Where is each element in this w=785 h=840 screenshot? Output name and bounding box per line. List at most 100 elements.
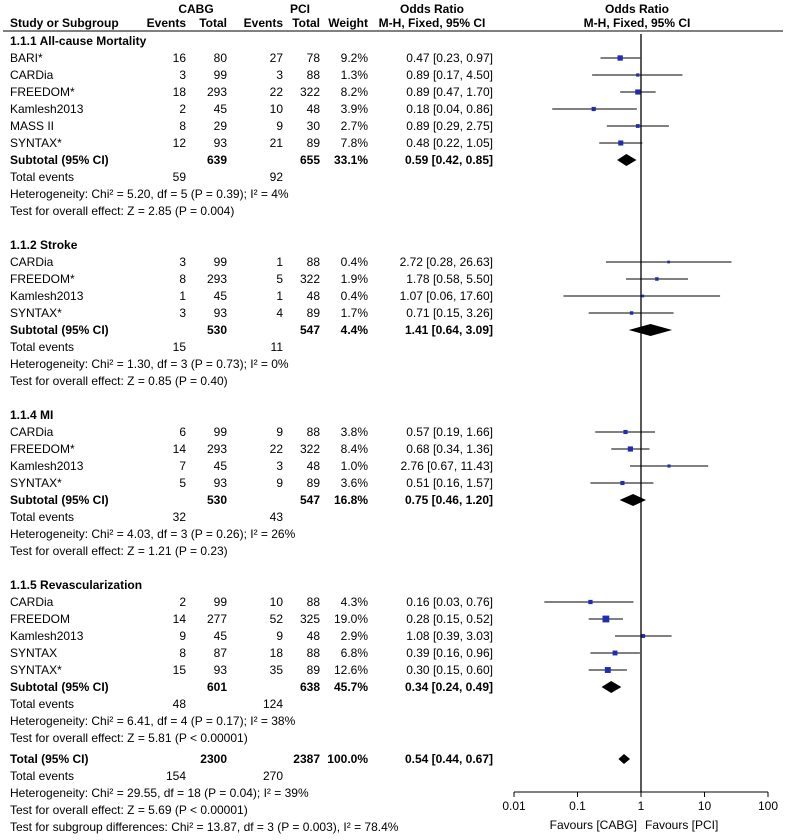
study-name: BARI* xyxy=(10,51,43,65)
study-name: SYNTAX* xyxy=(10,136,62,150)
weight-value: 0.4% xyxy=(341,289,369,303)
weight-value: 1.0% xyxy=(341,459,369,473)
subtotal-label: Subtotal (95% CI) xyxy=(10,323,109,337)
overall-label: Total (95% CI) xyxy=(10,752,88,766)
events-cabg: 2 xyxy=(179,595,186,609)
subgroup-title: 1.1.2 Stroke xyxy=(10,238,78,252)
study-name: SYNTAX* xyxy=(10,476,62,490)
weight-value: 3.9% xyxy=(341,102,369,116)
subtotal-ci: 0.34 [0.24, 0.49] xyxy=(405,680,493,694)
weight-value: 19.0% xyxy=(334,612,368,626)
header-group-cabg: CABG xyxy=(178,2,213,16)
total-events-label: Total events xyxy=(10,697,74,711)
study-marker xyxy=(655,277,659,281)
total-events-pci: 43 xyxy=(270,510,284,524)
subtotal-ci: 0.75 [0.46, 1.20] xyxy=(405,493,493,507)
odds-ratio-ci: 0.48 [0.22, 1.05] xyxy=(406,136,493,150)
total-cabg: 293 xyxy=(207,272,227,286)
header-method-plot: M-H, Fixed, 95% CI xyxy=(584,16,691,30)
events-cabg: 5 xyxy=(179,476,186,490)
study-name: MASS II xyxy=(10,119,54,133)
odds-ratio-ci: 0.30 [0.15, 0.60] xyxy=(406,663,493,677)
events-cabg: 18 xyxy=(173,85,187,99)
weight-value: 1.7% xyxy=(341,306,369,320)
study-marker xyxy=(588,599,593,605)
events-pci: 18 xyxy=(270,646,284,660)
total-pci: 30 xyxy=(307,119,321,133)
events-pci: 3 xyxy=(276,68,283,82)
events-cabg: 1 xyxy=(179,289,186,303)
header-events-pci: Events xyxy=(244,16,284,30)
summary-diamond xyxy=(601,681,622,693)
total-pci: 88 xyxy=(307,595,321,609)
subtotal-total-pci: 547 xyxy=(300,493,320,507)
events-cabg: 8 xyxy=(179,119,186,133)
total-pci: 48 xyxy=(307,459,321,473)
total-pci: 89 xyxy=(307,476,321,490)
summary-diamond xyxy=(617,154,637,166)
total-pci: 89 xyxy=(307,306,321,320)
total-cabg: 45 xyxy=(214,459,228,473)
study-marker xyxy=(623,429,628,435)
subtotal-ci: 1.41 [0.64, 3.09] xyxy=(405,323,493,337)
total-pci: 88 xyxy=(307,425,321,439)
study-name: FREEDOM xyxy=(10,612,70,626)
total-events-cabg: 15 xyxy=(173,340,187,354)
odds-ratio-ci: 0.28 [0.15, 0.52] xyxy=(406,612,493,626)
odds-ratio-ci: 0.68 [0.34, 1.36] xyxy=(406,442,493,456)
odds-ratio-ci: 0.89 [0.29, 2.75] xyxy=(406,119,493,133)
header-group-pci: PCI xyxy=(290,2,310,16)
total-cabg: 93 xyxy=(214,663,228,677)
events-pci: 9 xyxy=(276,119,283,133)
subtotal-weight: 4.4% xyxy=(341,323,369,337)
study-marker xyxy=(612,650,618,656)
header-study: Study or Subgroup xyxy=(10,16,119,30)
subtotal-weight: 45.7% xyxy=(334,680,368,694)
subtotal-weight: 33.1% xyxy=(334,153,368,167)
weight-value: 8.4% xyxy=(341,442,369,456)
overall-effect-text: Test for overall effect: Z = 5.69 (P < 0… xyxy=(10,803,248,817)
overall-total-events-cabg: 154 xyxy=(166,769,186,783)
total-cabg: 99 xyxy=(214,68,228,82)
odds-ratio-ci: 1.78 [0.58, 5.50] xyxy=(406,272,493,286)
weight-value: 1.3% xyxy=(341,68,369,82)
header-total-cabg: Total xyxy=(199,16,227,30)
events-pci: 35 xyxy=(270,663,284,677)
events-pci: 52 xyxy=(270,612,284,626)
total-events-label: Total events xyxy=(10,170,74,184)
total-cabg: 87 xyxy=(214,646,228,660)
events-cabg: 14 xyxy=(173,612,187,626)
overall-total-pci: 2387 xyxy=(293,752,320,766)
overall-heterogeneity-text: Heterogeneity: Chi² = 29.55, df = 18 (P … xyxy=(10,786,309,800)
total-cabg: 45 xyxy=(214,629,228,643)
total-cabg: 293 xyxy=(207,442,227,456)
study-marker xyxy=(667,260,670,264)
study-marker xyxy=(635,124,640,128)
overall-effect-text: Test for overall effect: Z = 0.85 (P = 0… xyxy=(10,374,228,388)
x-axis-tick-label: 0.01 xyxy=(502,799,526,813)
heterogeneity-text: Heterogeneity: Chi² = 4.03, df = 3 (P = … xyxy=(10,527,296,541)
summary-diamond xyxy=(618,754,630,764)
study-marker xyxy=(617,55,623,61)
total-cabg: 80 xyxy=(214,51,228,65)
events-cabg: 3 xyxy=(179,306,186,320)
weight-value: 3.8% xyxy=(341,425,369,439)
overall-weight: 100.0% xyxy=(327,752,368,766)
subtotal-total-cabg: 601 xyxy=(207,680,227,694)
subtotal-total-cabg: 530 xyxy=(207,493,227,507)
total-events-cabg: 59 xyxy=(173,170,187,184)
total-events-cabg: 32 xyxy=(173,510,187,524)
subgroup-title: 1.1.1 All-cause Mortality xyxy=(10,34,147,48)
study-name: CARDia xyxy=(10,425,54,439)
study-name: CARDia xyxy=(10,255,54,269)
study-marker xyxy=(618,140,624,146)
events-pci: 22 xyxy=(270,85,284,99)
odds-ratio-ci: 1.08 [0.39, 3.03] xyxy=(406,629,493,643)
weight-value: 2.9% xyxy=(341,629,369,643)
weight-value: 6.8% xyxy=(341,646,369,660)
subgroup-title: 1.1.4 MI xyxy=(10,408,53,422)
subtotal-label: Subtotal (95% CI) xyxy=(10,153,109,167)
events-pci: 9 xyxy=(276,629,283,643)
odds-ratio-ci: 0.16 [0.03, 0.76] xyxy=(406,595,493,609)
total-cabg: 45 xyxy=(214,102,228,116)
